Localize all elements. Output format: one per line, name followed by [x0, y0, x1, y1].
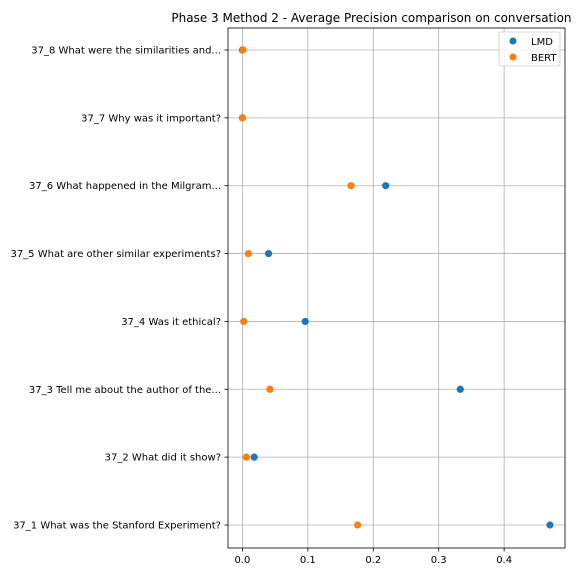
plot-area-frame: [227, 27, 566, 549]
y-tick-label: 37_6 What happened in the Milgram...: [29, 181, 221, 192]
y-tick-label: 37_5 What are other similar experiments?: [10, 249, 221, 260]
legend-label-bert: BERT: [531, 53, 557, 64]
data-point-bert: [353, 521, 362, 529]
y-tick-label: 37_1 What was the Stanford Experiment?: [13, 521, 221, 532]
y-tick-label: 37_4 Was it ethical?: [121, 317, 221, 328]
x-tick-label: 0.2: [365, 555, 381, 566]
data-point-bert: [244, 249, 252, 258]
data-point-lmd: [382, 182, 390, 190]
x-tick-label: 0.4: [496, 555, 512, 566]
grid-layer: [228, 28, 565, 548]
y-tick-label: 37_8 What were the similarities and...: [31, 46, 221, 57]
data-point-lmd: [456, 385, 464, 393]
data-point-lmd: [264, 249, 273, 258]
data-point-lmd: [546, 521, 554, 529]
data-point-bert: [238, 114, 246, 122]
y-tick-layer: 37_1 What was the Stanford Experiment? 37…: [10, 46, 228, 532]
data-point-lmd: [301, 317, 309, 326]
y-tick-label: 37_7 Why was it important?: [81, 113, 221, 124]
data-point-layer: [238, 46, 554, 529]
data-point-bert: [239, 46, 247, 54]
x-tick-label: 0.1: [300, 555, 316, 566]
legend-marker-lmd: [509, 37, 517, 45]
data-point-bert: [266, 385, 274, 393]
data-point-bert: [347, 182, 355, 190]
legend-label-lmd: LMD: [531, 37, 553, 48]
chart-title: Phase 3 Method 2 - Average Precision com…: [171, 11, 576, 25]
x-tick-label: 0.0: [234, 555, 250, 566]
y-tick-label: 37_2 What did it show?: [105, 453, 221, 464]
x-tick-label: 0.3: [431, 555, 447, 566]
legend-marker-bert: [509, 53, 517, 61]
data-point-bert: [242, 453, 250, 461]
data-point-lmd: [250, 453, 258, 461]
y-tick-label: 37_3 Tell me about the author of the...: [29, 385, 221, 396]
x-tick-layer: 0.0 0.1 0.2 0.3 0.4: [234, 548, 512, 566]
data-point-bert: [240, 317, 248, 326]
legend: LMD BERT: [498, 31, 561, 67]
